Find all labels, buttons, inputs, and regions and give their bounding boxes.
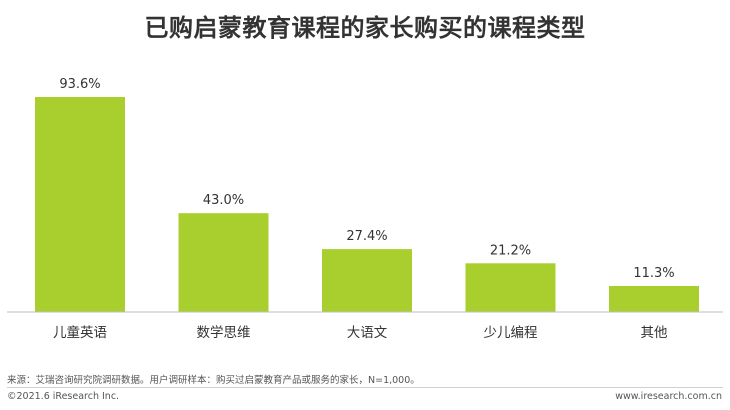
value-labels-layer: 93.6% 43.0% 27.4% 21.2% 11.3% [59, 77, 674, 281]
x-tick-label-1: 数学思维 [197, 325, 251, 341]
x-tick-label-4: 其他 [641, 325, 668, 341]
footer-divider [7, 387, 723, 388]
value-label-0: 93.6% [59, 77, 100, 92]
source-note: 来源：艾瑞咨询研究院调研数据。用户调研样本：购买过启蒙教育产品或服务的家长，N=… [7, 375, 420, 386]
copyright-text: ©2021.6 iResearch Inc. [7, 391, 120, 402]
bar-0 [35, 97, 125, 312]
bar-1 [178, 213, 269, 312]
value-label-4: 11.3% [633, 266, 674, 281]
chart-title: 已购启蒙教育课程的家长购买的课程类型 [144, 14, 586, 42]
bar-2 [322, 249, 412, 312]
value-label-2: 27.4% [346, 229, 387, 244]
x-tick-label-3: 少儿编程 [484, 325, 538, 341]
bars-layer [35, 97, 699, 312]
tick-labels-layer: 儿童英语 数学思维 大语文 少儿编程 其他 [53, 324, 668, 341]
value-label-1: 43.0% [203, 193, 244, 208]
value-label-3: 21.2% [490, 243, 531, 258]
x-tick-label-2: 大语文 [347, 325, 388, 341]
bar-3 [465, 263, 556, 312]
bar-4 [609, 286, 699, 312]
website-text: www.iresearch.com.cn [615, 391, 722, 402]
x-tick-label-0: 儿童英语 [53, 324, 107, 341]
